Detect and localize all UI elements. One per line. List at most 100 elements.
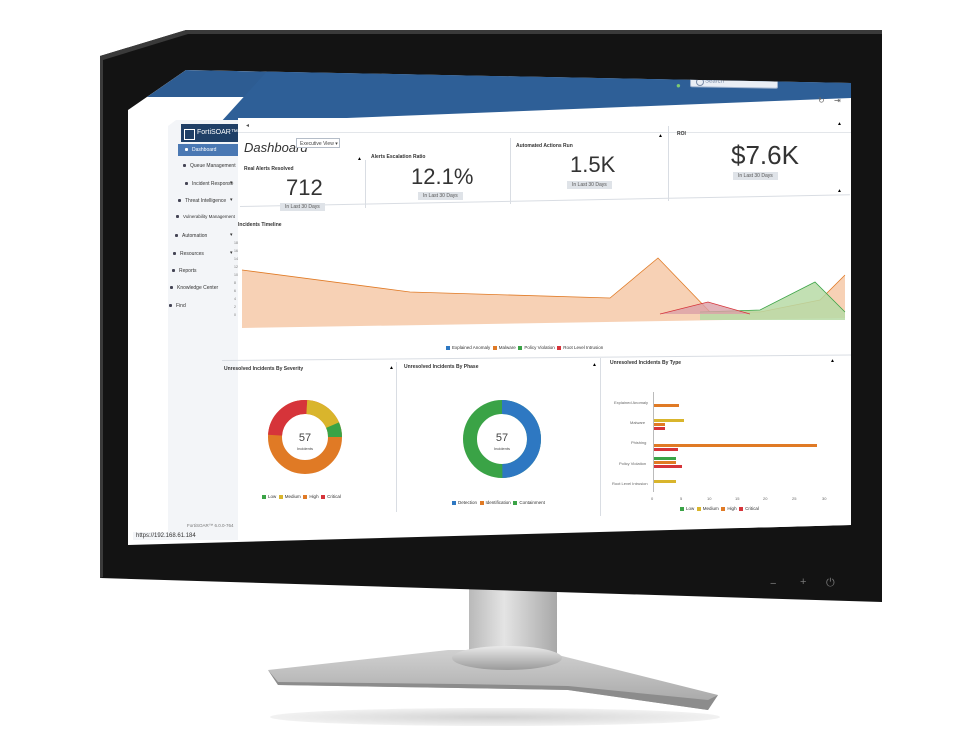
metric-period: In Last 30 Days [280, 203, 325, 211]
refresh-icon[interactable]: ↻ [818, 96, 825, 105]
toolbar [238, 118, 851, 133]
sidebar-item-automation[interactable]: Automation [182, 233, 208, 239]
legend-swatch [721, 506, 726, 511]
metric-value: 1.5K [570, 152, 616, 177]
caret-up-icon[interactable]: ▲ [830, 358, 835, 364]
legend-swatch [479, 500, 484, 505]
export-icon[interactable]: ⇥ [834, 96, 841, 105]
legend-swatch [680, 506, 684, 511]
legend-swatch [303, 494, 308, 499]
collapse-icon[interactable]: ◂ [246, 123, 250, 129]
legend-label: Policy Violation [524, 345, 555, 350]
metric-title: ROI [677, 131, 686, 137]
legend-label: High [727, 506, 737, 511]
svg-text:16: 16 [234, 249, 238, 253]
sidebar-item-dashboard[interactable]: Dashboard [192, 147, 217, 153]
legend-label: Identification [485, 500, 511, 505]
power-icon[interactable]: ⏻ [826, 577, 835, 589]
bar-policy-high [654, 461, 676, 464]
sidebar-item-vulnerability-management[interactable]: Vulnerability Management [183, 214, 235, 219]
legend-swatch [513, 500, 518, 505]
queue-icon [183, 164, 186, 167]
sidebar-item-threat-intelligence[interactable]: Threat Intelligence [185, 198, 227, 204]
metric-value: 12.1% [411, 164, 474, 189]
svg-text:6: 6 [234, 289, 236, 293]
plus-icon[interactable]: + [800, 576, 807, 588]
donut-detection [463, 400, 541, 478]
sidebar-item-find[interactable]: Find [176, 303, 186, 309]
chevron-down-icon: ▾ [230, 232, 233, 238]
x-tick: 25 [792, 496, 797, 501]
minus-icon[interactable]: − [770, 578, 777, 590]
sidebar-item-incident-response[interactable]: Incident Response [192, 181, 234, 187]
view-select[interactable]: Executive View ▾ [296, 138, 340, 148]
divider [510, 138, 511, 204]
caret-up-icon[interactable]: ▲ [592, 362, 597, 368]
category-label: Root Level Intrusion [612, 481, 648, 486]
legend-label: Low [686, 506, 695, 511]
sidebar-item-queue-management[interactable]: Queue Management [190, 163, 236, 169]
legend-label: Critical [327, 494, 341, 499]
x-tick: 5 [680, 496, 683, 501]
svg-text:0: 0 [234, 313, 236, 317]
legend-swatch [739, 506, 744, 511]
severity-center-label: Incidents [296, 446, 313, 451]
legend-label: Critical [745, 506, 759, 511]
phase-center-label: Incidents [493, 446, 510, 451]
x-tick: 10 [707, 496, 712, 501]
resources-icon [173, 252, 176, 255]
divider [600, 358, 601, 516]
metric-title: Automated Actions Run [516, 143, 573, 149]
caret-up-icon[interactable]: ▲ [837, 121, 842, 127]
timeline-chart: 18 16 14 12 10 8 6 4 2 0 [234, 241, 846, 328]
sidebar-item-knowledge-center[interactable]: Knowledge Center [177, 285, 219, 291]
legend-swatch [452, 500, 456, 505]
find-icon [169, 304, 172, 307]
sidebar-item-reports[interactable]: Reports [179, 268, 197, 274]
page-title: Dashboard [244, 140, 308, 155]
svg-text:18: 18 [234, 241, 238, 245]
monitor-base-hub [452, 646, 562, 670]
phase-donut [463, 400, 541, 478]
bar-policy-critical [654, 465, 682, 468]
category-label: Explained Anomaly [614, 400, 649, 405]
chevron-down-icon: ▾ [230, 197, 233, 203]
view-select-value: Executive View [300, 141, 334, 147]
severity-donut [268, 400, 342, 474]
legend-label: Containment [519, 500, 545, 505]
brand-logo[interactable]: FortiSOAR™ [181, 124, 238, 142]
incident-icon [185, 182, 188, 185]
bar-malware-critical [654, 427, 665, 430]
sidebar [168, 120, 238, 540]
svg-text:2: 2 [234, 305, 236, 309]
stand-shadow [270, 708, 720, 726]
phase-title: Unresolved Incidents By Phase [404, 364, 479, 370]
bar-phishing-high [654, 444, 817, 447]
bar-policy-low [654, 457, 676, 460]
phase-total: 57 [495, 432, 509, 444]
caret-up-icon[interactable]: ▲ [837, 188, 842, 194]
severity-title: Unresolved Incidents By Severity [224, 366, 304, 372]
timeline-legend: Explained Anomaly Malware Policy Violati… [446, 345, 603, 350]
legend-swatch [557, 345, 562, 350]
divider [668, 126, 669, 201]
x-tick: 0 [651, 496, 654, 501]
legend-label: Low [268, 494, 277, 499]
svg-text:10: 10 [234, 273, 238, 277]
sidebar-item-resources[interactable]: Resources [180, 251, 204, 257]
y-axis [653, 392, 654, 492]
metric-title: Real Alerts Resolved [244, 166, 294, 172]
svg-text:12: 12 [234, 265, 238, 269]
caret-up-icon[interactable]: ▲ [389, 365, 394, 371]
legend-swatch [321, 494, 326, 499]
metric-period: In Last 30 Days [418, 192, 463, 200]
brand-name: FortiSOAR™ [197, 129, 238, 136]
legend-label: Malware [498, 345, 516, 350]
caret-up-icon[interactable]: ▲ [357, 156, 362, 162]
x-tick: 15 [735, 496, 740, 501]
legend-label: Medium [702, 506, 719, 511]
legend-swatch [492, 345, 497, 350]
caret-up-icon[interactable]: ▲ [658, 133, 663, 139]
chevron-down-icon: ▾ [230, 180, 233, 186]
